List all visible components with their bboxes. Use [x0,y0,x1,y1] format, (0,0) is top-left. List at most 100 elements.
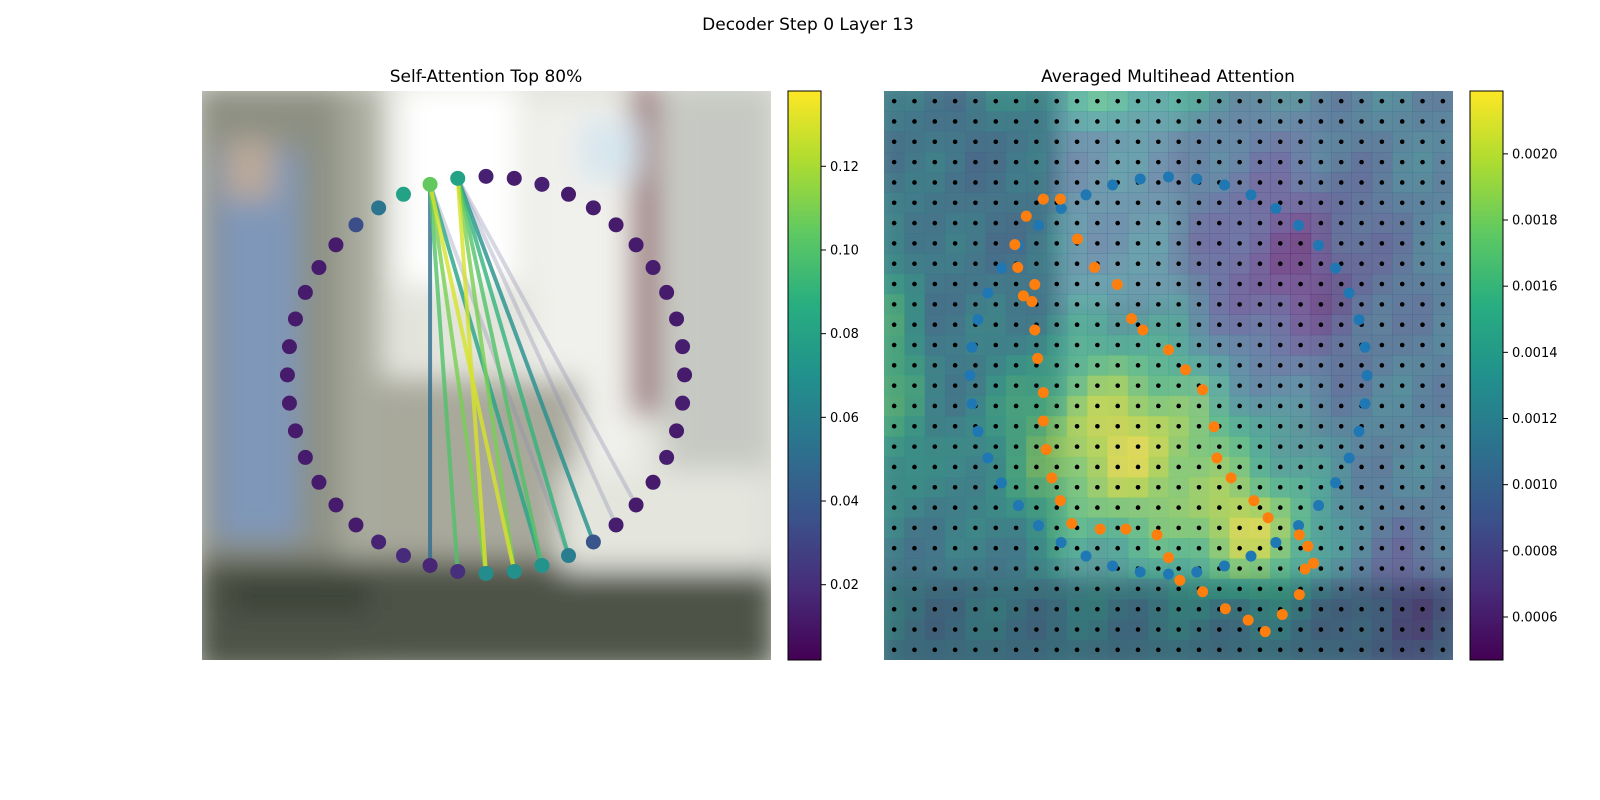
grid-dot [1156,484,1161,490]
grid-dot [1399,180,1405,185]
grid-dot [1277,464,1283,470]
grid-dot [1399,383,1405,388]
grid-dot [1338,525,1344,531]
grid-dot [1338,139,1344,145]
ring-point [371,534,387,550]
grid-dot [952,281,958,287]
grid-dot [1318,342,1324,348]
ring-point [1163,171,1174,183]
ring-point [1353,425,1365,437]
attention-line [455,178,517,572]
query-point [1029,278,1041,290]
grid-dot [1338,627,1344,632]
grid-dot [993,525,999,531]
grid-dot [1217,322,1222,327]
grid-dot [1237,484,1242,490]
grid-dot [1338,200,1344,206]
grid-dot [1257,281,1263,287]
grid-dot [932,647,938,653]
grid-dot [1298,484,1303,490]
grid-dot [1034,139,1039,145]
grid-dot [1420,627,1425,632]
grid-dot [1338,484,1344,490]
attention-line [428,184,488,574]
ring-points-series [964,171,1373,580]
grid-dot [1135,261,1141,267]
grid-dot [1379,606,1385,612]
grid-dot [1318,200,1324,206]
grid-dot [1379,525,1385,531]
grid-dot [1257,139,1263,145]
grid-dot [1379,322,1385,327]
grid-dot [1217,220,1222,226]
grid-dot [1095,383,1100,388]
grid-dot [1420,180,1425,185]
grid-dot [1338,383,1344,388]
grid-dot [952,342,958,348]
grid-dot [1034,180,1039,185]
grid-dot [952,220,958,226]
grid-dot [912,119,917,124]
grid-dot [1379,302,1385,307]
colorbar-tick-label: 0.0012 [1512,412,1558,427]
ring-point [279,367,295,383]
grid-dot [1074,200,1080,206]
grid-dot [1399,139,1405,145]
grid-dot [932,241,938,246]
ring-point [966,341,978,353]
grid-dot [1217,119,1222,124]
grid-dot [973,484,978,490]
grid-dot [1318,119,1324,124]
grid-dot [952,464,958,470]
grid-dot [993,119,999,124]
grid-dot [1298,139,1303,145]
grid-dot [1135,281,1141,287]
query-point [1054,495,1066,507]
ring-point [1080,550,1092,562]
grid-dot [1338,505,1344,510]
grid-dot [1156,363,1161,368]
grid-dot [1054,505,1060,510]
grid-dot [1095,464,1100,470]
grid-dot [1277,322,1283,327]
grid-dot [912,139,917,145]
query-point [1009,239,1021,251]
grid-dot [1298,606,1303,612]
grid-dot [1338,545,1344,551]
grid-dot [952,383,958,388]
ring-point [1032,219,1044,231]
ring-point [506,563,522,579]
grid-dot [1115,200,1120,206]
grid-dot [952,302,958,307]
grid-dot [1074,180,1080,185]
grid-dot [932,98,938,104]
grid-dot [891,363,897,368]
ring-point [1218,179,1230,191]
grid-dot [1420,159,1425,165]
grid-dot [1013,180,1019,185]
grid-dot [1237,261,1242,267]
ring-point [1270,202,1282,214]
grid-dot [1217,281,1222,287]
grid-dot [1054,302,1060,307]
grid-dot [1440,98,1446,104]
grid-dot [1115,241,1120,246]
grid-dot [1074,444,1080,449]
grid-dot [1379,220,1385,226]
grid-dot [1338,444,1344,449]
grid-dot [1034,627,1039,632]
grid-dot [1277,484,1283,490]
grid-dot [1196,200,1202,206]
grid-dot [1034,545,1039,551]
grid-dot [1237,566,1242,571]
grid-dot [1420,200,1425,206]
grid-dot [1399,98,1405,104]
grid-dot [1135,505,1141,510]
grid-dot [973,505,978,510]
grid-dot [952,505,958,510]
grid-dot [1074,220,1080,226]
grid-dot [1237,139,1242,145]
grid-dot [1338,566,1344,571]
grid-dot [1399,159,1405,165]
grid-dot [993,241,999,246]
